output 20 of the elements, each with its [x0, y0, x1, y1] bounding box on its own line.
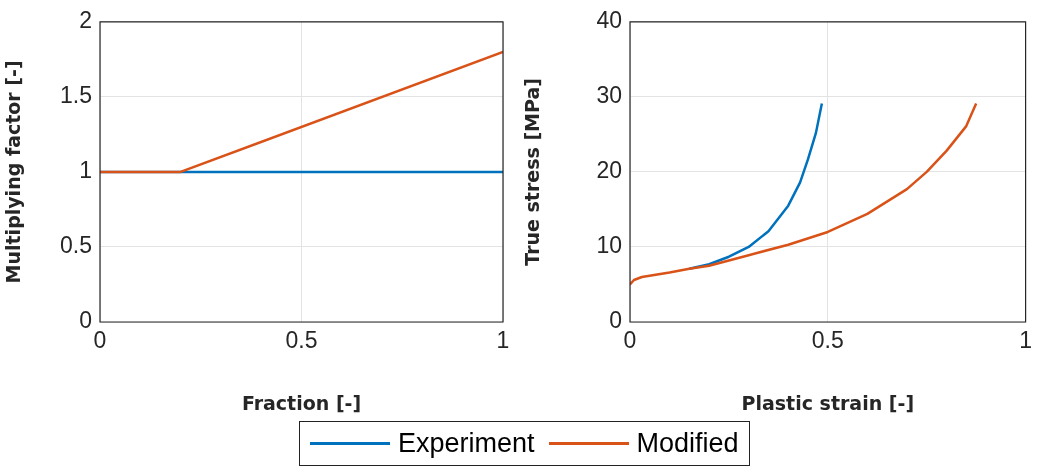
y-tick-label: 40 — [596, 7, 622, 34]
y-axis-title: Multiplying factor [-] — [2, 60, 25, 284]
y-tick-label: 20 — [596, 157, 622, 184]
x-axis-title: Plastic strain [-] — [741, 391, 915, 414]
y-tick-label: 0.5 — [60, 232, 92, 259]
y-tick-label: 0 — [79, 307, 92, 334]
legend-label: Experiment — [398, 428, 535, 459]
y-tick-label: 10 — [596, 232, 622, 259]
y-tick-label: 30 — [596, 82, 622, 109]
x-axis-title: Fraction [-] — [241, 391, 362, 414]
x-tick-label: 1 — [1019, 327, 1032, 354]
y-tick-label: 1 — [79, 157, 92, 184]
y-axis-title: True stress [MPa] — [521, 78, 544, 266]
x-tick-label: 0.5 — [285, 327, 318, 354]
y-tick-label: 0 — [609, 307, 622, 334]
y-tick-label: 2 — [79, 7, 92, 34]
legend-label: Modified — [636, 428, 739, 459]
y-tick-label: 1.5 — [60, 82, 92, 109]
x-tick-label: 1 — [496, 327, 510, 354]
x-tick-label: 0.5 — [811, 327, 844, 354]
